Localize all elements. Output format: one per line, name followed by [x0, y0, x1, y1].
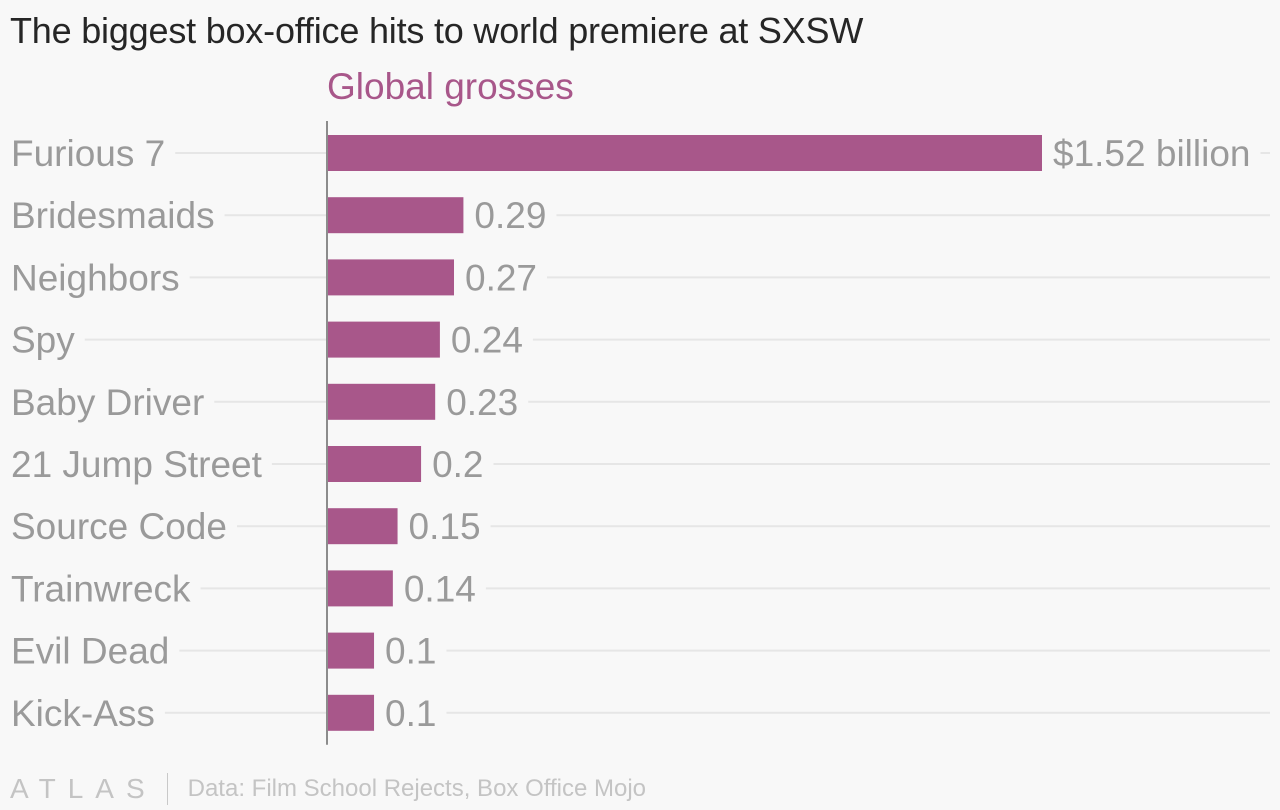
category-label: 21 Jump Street [11, 444, 263, 485]
value-label: 0.1 [385, 693, 436, 734]
bar [327, 197, 464, 234]
category-label: Trainwreck [11, 568, 191, 609]
value-label: $1.52 billion [1053, 133, 1250, 174]
value-label: 0.14 [404, 568, 476, 609]
category-labels: Furious 7 Bridesmaids Neighbors Spy Baby Dri… [11, 133, 263, 734]
bar [327, 508, 398, 545]
source-note: Data: Film School Rejects, Box Office Mo… [187, 775, 647, 802]
category-label: Source Code [11, 506, 227, 547]
bar [327, 694, 375, 731]
chart-title: The biggest box-office hits to world pre… [10, 10, 864, 51]
gridlines [84, 152, 1270, 714]
value-label: 0.23 [446, 382, 518, 423]
bar [327, 570, 393, 607]
footer: ATLAS Data: Film School Rejects, Box Off… [10, 772, 646, 806]
category-label: Evil Dead [11, 631, 169, 672]
value-label: 0.2 [432, 444, 483, 485]
atlas-logo: ATLAS [10, 773, 157, 804]
bar [327, 135, 1042, 171]
value-labels: $1.52 billion 0.29 0.27 0.24 0.23 0.2 0.15 0.14… [385, 133, 1250, 734]
category-label: Spy [11, 320, 75, 361]
footer-divider [166, 773, 168, 805]
category-label: Kick-Ass [11, 693, 155, 734]
category-label: Neighbors [11, 257, 180, 298]
value-label: 0.29 [474, 195, 546, 236]
bar [327, 259, 455, 296]
value-label: 0.24 [451, 320, 523, 361]
bar [327, 383, 436, 420]
series-title: Global grosses [327, 66, 574, 107]
value-label: 0.1 [385, 631, 436, 672]
bar [327, 446, 422, 482]
bar [327, 632, 375, 669]
bar [327, 321, 440, 358]
category-label: Baby Driver [11, 382, 204, 423]
value-label: 0.27 [465, 257, 537, 298]
category-label: Furious 7 [11, 133, 165, 174]
value-label: 0.15 [409, 506, 481, 547]
bars [327, 135, 1042, 731]
category-label: Bridesmaids [11, 195, 215, 236]
